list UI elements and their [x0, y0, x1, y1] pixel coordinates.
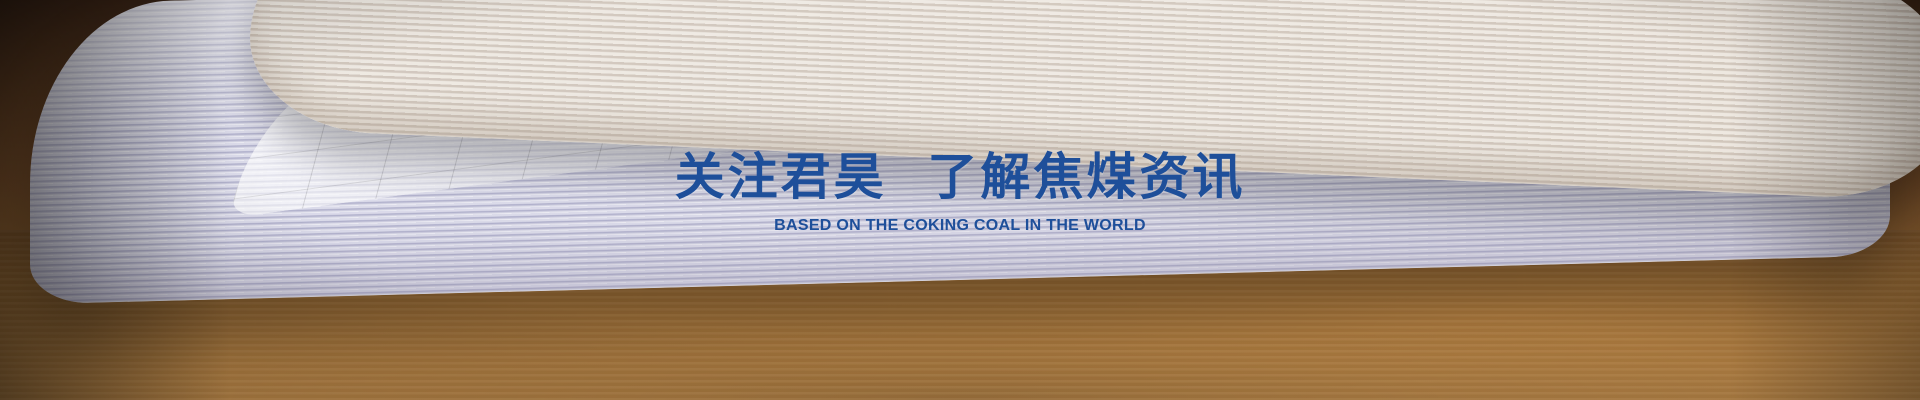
banner-text-block: 关注君昊 了解焦煤资讯 BASED ON THE COKING COAL IN … [0, 147, 1920, 235]
banner-subtitle: BASED ON THE COKING COAL IN THE WORLD [774, 217, 1146, 234]
banner-title: 关注君昊 了解焦煤资讯 [674, 148, 1246, 206]
